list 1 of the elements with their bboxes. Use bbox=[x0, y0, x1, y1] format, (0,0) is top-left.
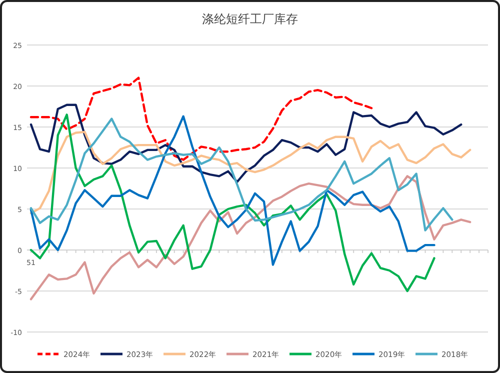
chart-title: 涤纶短纤工厂库存 bbox=[202, 12, 298, 26]
